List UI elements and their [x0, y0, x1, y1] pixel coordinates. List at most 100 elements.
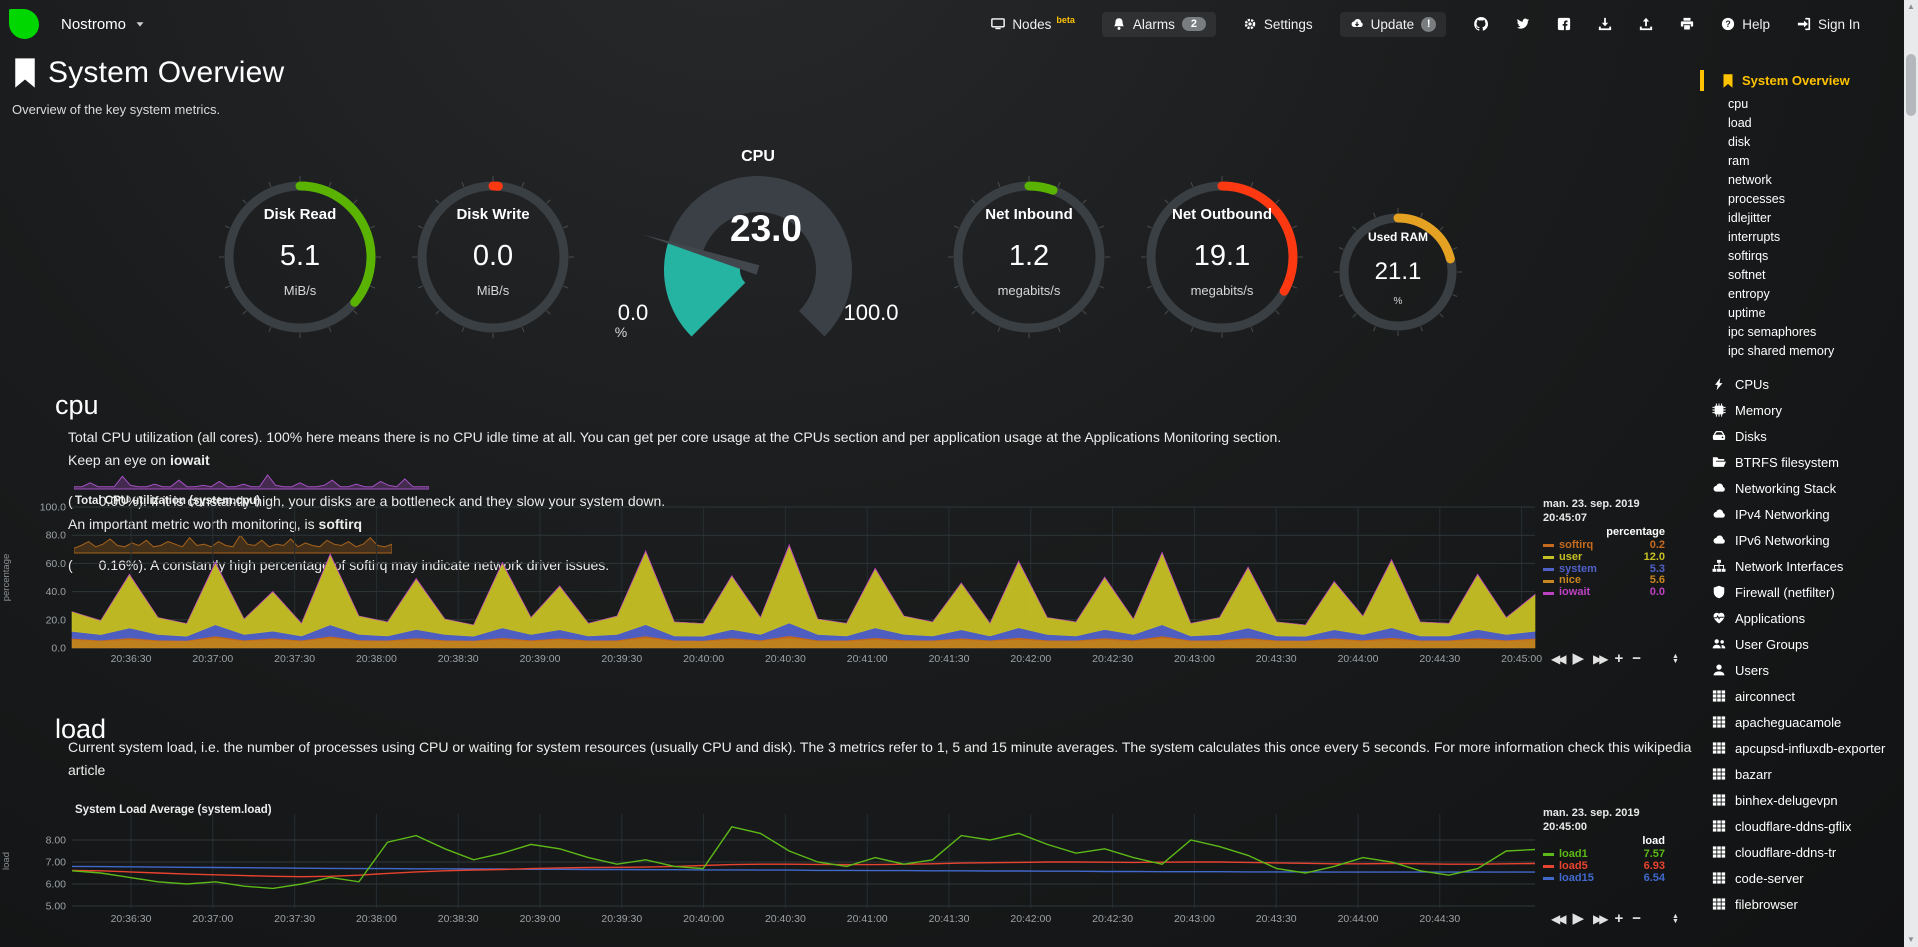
sidebar-subitem-cpu[interactable]: cpu: [1728, 96, 1749, 111]
sidebar-subitem-uptime[interactable]: uptime: [1728, 305, 1766, 320]
sidebar-item-cpus[interactable]: CPUs: [1700, 372, 1900, 398]
sidebar-subitem-interrupts[interactable]: interrupts: [1728, 229, 1781, 244]
sidebar-subitem-load[interactable]: load: [1728, 115, 1752, 130]
skip-forward-icon[interactable]: ▶▶: [1593, 652, 1609, 666]
legend-swatch: [1543, 865, 1554, 869]
sidebar-subitem-idlejitter[interactable]: idlejitter: [1728, 210, 1772, 225]
sidebar-subitem-softirqs[interactable]: softirqs: [1728, 248, 1769, 263]
sidebar-item-firewall-netfilter-[interactable]: Firewall (netfilter): [1700, 580, 1900, 606]
scroll-up-arrow[interactable]: ▲: [1907, 2, 1915, 11]
cpu-gauge[interactable]: CPU 23.0 0.0 100.0 %: [611, 140, 911, 348]
scroll-down-arrow[interactable]: ▼: [1907, 935, 1915, 944]
alarms-button[interactable]: Alarms 2: [1101, 11, 1216, 37]
github-link[interactable]: [1473, 16, 1489, 32]
sidebar-item-cloudflare-ddns-gflix[interactable]: cloudflare-ddns-gflix: [1700, 814, 1900, 840]
sidebar-subitem-network[interactable]: network: [1728, 172, 1772, 187]
sidebar-item-memory[interactable]: Memory: [1700, 398, 1900, 424]
cpu-plot-area[interactable]: 20:36:30 20:37:00 20:37:30 20:38:00 20:38:30…: [0, 495, 1700, 681]
update-alert-badge: !: [1421, 16, 1437, 32]
sidebar-subitem-ram[interactable]: ram: [1728, 153, 1750, 168]
legend-date: man. 23. sep. 2019: [1543, 498, 1640, 510]
resize-icon[interactable]: ▲ ▼: [1672, 913, 1679, 925]
load-chart[interactable]: System Load Average (system.load) 20:36:…: [0, 798, 1700, 947]
net-inbound-gauge[interactable]: Net Inbound 1.2 megabits/s: [946, 174, 1112, 340]
sidebar-item-apcupsd-influxdb-exporter[interactable]: apcupsd-influxdb-exporter: [1700, 736, 1900, 762]
legend-item-load15[interactable]: load15 6.54: [1543, 872, 1665, 885]
sidebar-subitem-disk[interactable]: disk: [1728, 134, 1751, 149]
legend-item-nice[interactable]: nice 5.6: [1543, 575, 1665, 587]
signin-button[interactable]: Sign In: [1797, 17, 1860, 32]
page-subtitle: Overview of the key system metrics.: [12, 102, 221, 117]
svg-text:20:36:30: 20:36:30: [111, 913, 152, 925]
sidebar-item-code-server[interactable]: code-server: [1700, 866, 1900, 892]
minus-icon[interactable]: −: [1632, 910, 1642, 927]
sidebar-item-networking-stack[interactable]: Networking Stack: [1700, 476, 1900, 502]
scrollbar-thumb[interactable]: [1906, 54, 1916, 116]
sidebar-item-bazarr[interactable]: bazarr: [1700, 762, 1900, 788]
wikipedia-link[interactable]: wikipedia article: [68, 739, 1692, 778]
skip-back-icon[interactable]: ◀◀: [1551, 652, 1567, 666]
used-ram-gauge[interactable]: Used RAM 21.1 %: [1332, 206, 1464, 338]
facebook-link[interactable]: [1557, 17, 1571, 31]
play-icon[interactable]: ▶: [1572, 650, 1585, 667]
svg-text:20:44:00: 20:44:00: [1338, 653, 1379, 665]
cpu-description: Total CPU utilization (all cores). 100% …: [68, 426, 1698, 577]
resize-icon[interactable]: ▲ ▼: [1672, 653, 1679, 665]
sidebar-item-system-overview[interactable]: System Overview: [1700, 70, 1900, 91]
legend-series-name: system: [1559, 562, 1597, 575]
netdata-logo-icon[interactable]: [9, 9, 39, 39]
legend-units-header: percentage: [1606, 526, 1665, 538]
play-icon[interactable]: ▶: [1572, 910, 1585, 927]
sidebar-item-disks[interactable]: Disks: [1700, 424, 1900, 450]
cpu-chart[interactable]: Total CPU utilization (system.cpu) 20:36…: [0, 495, 1700, 681]
twitter-link[interactable]: [1516, 17, 1530, 31]
sidebar-subitem-processes[interactable]: processes: [1728, 191, 1785, 206]
export-button[interactable]: [1639, 17, 1653, 31]
heartbeat-icon: [1712, 611, 1726, 625]
print-button[interactable]: [1680, 17, 1694, 31]
svg-text:20:44:30: 20:44:30: [1419, 653, 1460, 665]
minus-icon[interactable]: −: [1632, 650, 1642, 667]
help-button[interactable]: ? Help: [1721, 17, 1770, 32]
disk-read-gauge[interactable]: Disk Read 5.1 MiB/s: [217, 174, 383, 340]
plus-icon[interactable]: +: [1614, 910, 1624, 927]
sidebar-item-ipv6-networking[interactable]: IPv6 Networking: [1700, 528, 1900, 554]
legend-item-load5[interactable]: load5 6.93: [1543, 860, 1665, 873]
skip-back-icon[interactable]: ◀◀: [1551, 912, 1567, 926]
svg-text:20:41:30: 20:41:30: [929, 653, 970, 665]
iowait-sparkline[interactable]: [74, 472, 429, 490]
legend-item-softirq[interactable]: softirq 0.2: [1543, 539, 1665, 552]
settings-button[interactable]: Settings: [1243, 17, 1313, 32]
sidebar-item-apacheguacamole[interactable]: apacheguacamole: [1700, 710, 1900, 736]
sidebar-item-btrfs-filesystem[interactable]: BTRFS filesystem: [1700, 450, 1900, 476]
sidebar-item-users[interactable]: Users: [1700, 658, 1900, 684]
gauge-value: 19.1: [1193, 240, 1251, 272]
net-outbound-gauge[interactable]: Net Outbound 19.1 megabits/s: [1139, 174, 1305, 340]
legend-item-system[interactable]: system 5.3: [1543, 562, 1665, 576]
legend-item-load1[interactable]: load1 7.57: [1543, 848, 1665, 861]
legend-item-iowait[interactable]: iowait 0.0: [1543, 586, 1665, 599]
import-button[interactable]: [1598, 17, 1612, 31]
disk-write-gauge[interactable]: Disk Write 0.0 MiB/s: [410, 174, 576, 340]
sidebar-item-applications[interactable]: Applications: [1700, 606, 1900, 632]
sidebar-subitem-ipc-shared-memory[interactable]: ipc shared memory: [1728, 343, 1835, 358]
sidebar-subitem-entropy[interactable]: entropy: [1728, 286, 1770, 301]
sidebar-item-user-groups[interactable]: User Groups: [1700, 632, 1900, 658]
gauge-value: 23.0: [729, 208, 803, 249]
sidebar-item-ipv4-networking[interactable]: IPv4 Networking: [1700, 502, 1900, 528]
sidebar-item-airconnect[interactable]: airconnect: [1700, 684, 1900, 710]
nodes-button[interactable]: Nodes beta: [991, 15, 1075, 32]
hostname-dropdown[interactable]: Nostromo: [61, 16, 147, 33]
sidebar-subitem-softnet[interactable]: softnet: [1728, 267, 1766, 282]
load-plot-area[interactable]: 20:36:30 20:37:00 20:37:30 20:38:00 20:38:30…: [0, 798, 1700, 947]
sidebar-item-cloudflare-ddns-tr[interactable]: cloudflare-ddns-tr: [1700, 840, 1900, 866]
softirq-sparkline[interactable]: [74, 536, 392, 554]
sidebar-subitem-ipc-semaphores[interactable]: ipc semaphores: [1728, 324, 1817, 339]
sidebar-item-network-interfaces[interactable]: Network Interfaces: [1700, 554, 1900, 580]
sidebar-item-binhex-delugevpn[interactable]: binhex-delugevpn: [1700, 788, 1900, 814]
sidebar-item-filebrowser[interactable]: filebrowser: [1700, 892, 1900, 918]
legend-item-user[interactable]: user 12.0: [1543, 551, 1665, 564]
plus-icon[interactable]: +: [1614, 650, 1624, 667]
update-button[interactable]: Update !: [1339, 11, 1447, 37]
skip-forward-icon[interactable]: ▶▶: [1593, 912, 1609, 926]
